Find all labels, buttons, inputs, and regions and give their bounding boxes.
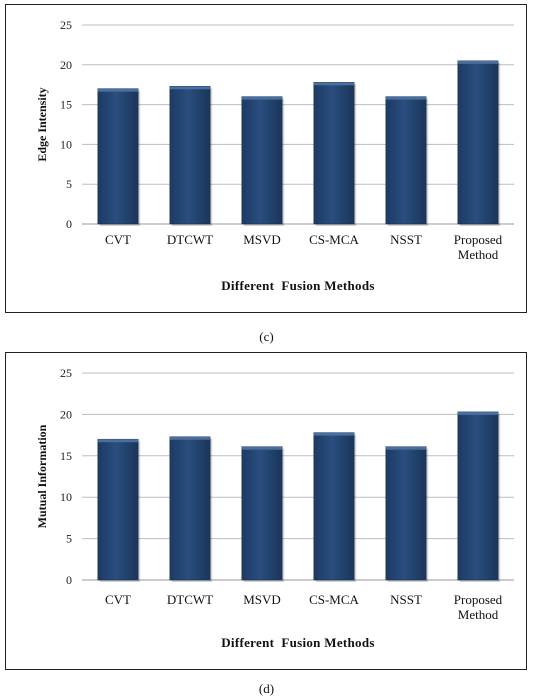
bar — [457, 411, 499, 581]
caption-c: (c) — [259, 329, 274, 344]
x-tick-label: CVT — [105, 232, 131, 247]
x-axis-label: Different Fusion Methods — [221, 635, 375, 650]
x-tick-label: MSVD — [243, 592, 281, 607]
bar — [385, 96, 427, 225]
chart-panel-d: 0 5 10 15 20 25 Mutual Information CVT DTCWT MSVD… — [5, 352, 527, 670]
caption-d: (d) — [258, 681, 275, 696]
y-tick-label: 0 — [66, 217, 72, 231]
bar-top — [457, 411, 499, 415]
x-tick-label: NSST — [390, 232, 422, 247]
y-tick-label: 10 — [60, 137, 72, 151]
x-tick-label: NSST — [390, 592, 422, 607]
y-tick-label: 5 — [66, 532, 72, 546]
bar — [385, 446, 427, 581]
y-axis-label: Edge Intensity — [35, 87, 49, 161]
bar — [97, 438, 139, 581]
y-tick-label: 20 — [60, 58, 72, 72]
x-tick-label: DTCWT — [167, 232, 213, 247]
bar — [313, 432, 355, 581]
x-tick-label: CVT — [105, 592, 131, 607]
y-tick-label: 20 — [60, 407, 72, 421]
y-tick-label: 0 — [66, 573, 72, 587]
bar — [97, 88, 139, 225]
y-tick-label: 15 — [60, 98, 72, 112]
bar-top — [241, 96, 283, 100]
bar-top — [313, 82, 355, 86]
x-axis-label: Different Fusion Methods — [221, 278, 375, 293]
bar-top — [385, 446, 427, 450]
y-axis-label: Mutual Information — [35, 424, 49, 528]
bar-top — [385, 96, 427, 100]
bar — [313, 82, 355, 225]
bar-top — [97, 88, 139, 92]
x-tick-label: Proposed Method — [454, 232, 503, 262]
x-tick-label: CS-MCA — [309, 592, 359, 607]
bar-top — [313, 432, 355, 436]
bar-top — [457, 60, 499, 64]
mutual-information-chart: 0 5 10 15 20 25 Mutual Information CVT DTCWT MSVD… — [35, 366, 514, 650]
y-tick-label: 5 — [66, 177, 72, 191]
bar — [169, 436, 211, 581]
bar — [457, 60, 499, 225]
y-tick-label: 25 — [60, 366, 72, 380]
y-tick-label: 10 — [60, 490, 72, 504]
y-tick-label: 25 — [60, 18, 72, 32]
x-tick-label: Proposed Method — [454, 592, 503, 622]
x-tick-label: CS-MCA — [309, 232, 359, 247]
bar-top — [97, 439, 139, 443]
bar — [241, 96, 283, 225]
x-tick-label: MSVD — [243, 232, 281, 247]
bar — [241, 446, 283, 581]
x-tick-label: DTCWT — [167, 592, 213, 607]
y-tick-label: 15 — [60, 449, 72, 463]
bar-top — [241, 446, 283, 450]
edge-intensity-chart: 0 5 10 15 20 25 Edge Intensity CVT DTCWT MSVD CS-M… — [35, 18, 514, 293]
bar-top — [169, 436, 211, 440]
chart-panel-c: 0 5 10 15 20 25 Edge Intensity CVT DTCWT MSVD CS-M… — [5, 4, 527, 313]
bar — [169, 85, 211, 225]
bar-top — [169, 86, 211, 90]
